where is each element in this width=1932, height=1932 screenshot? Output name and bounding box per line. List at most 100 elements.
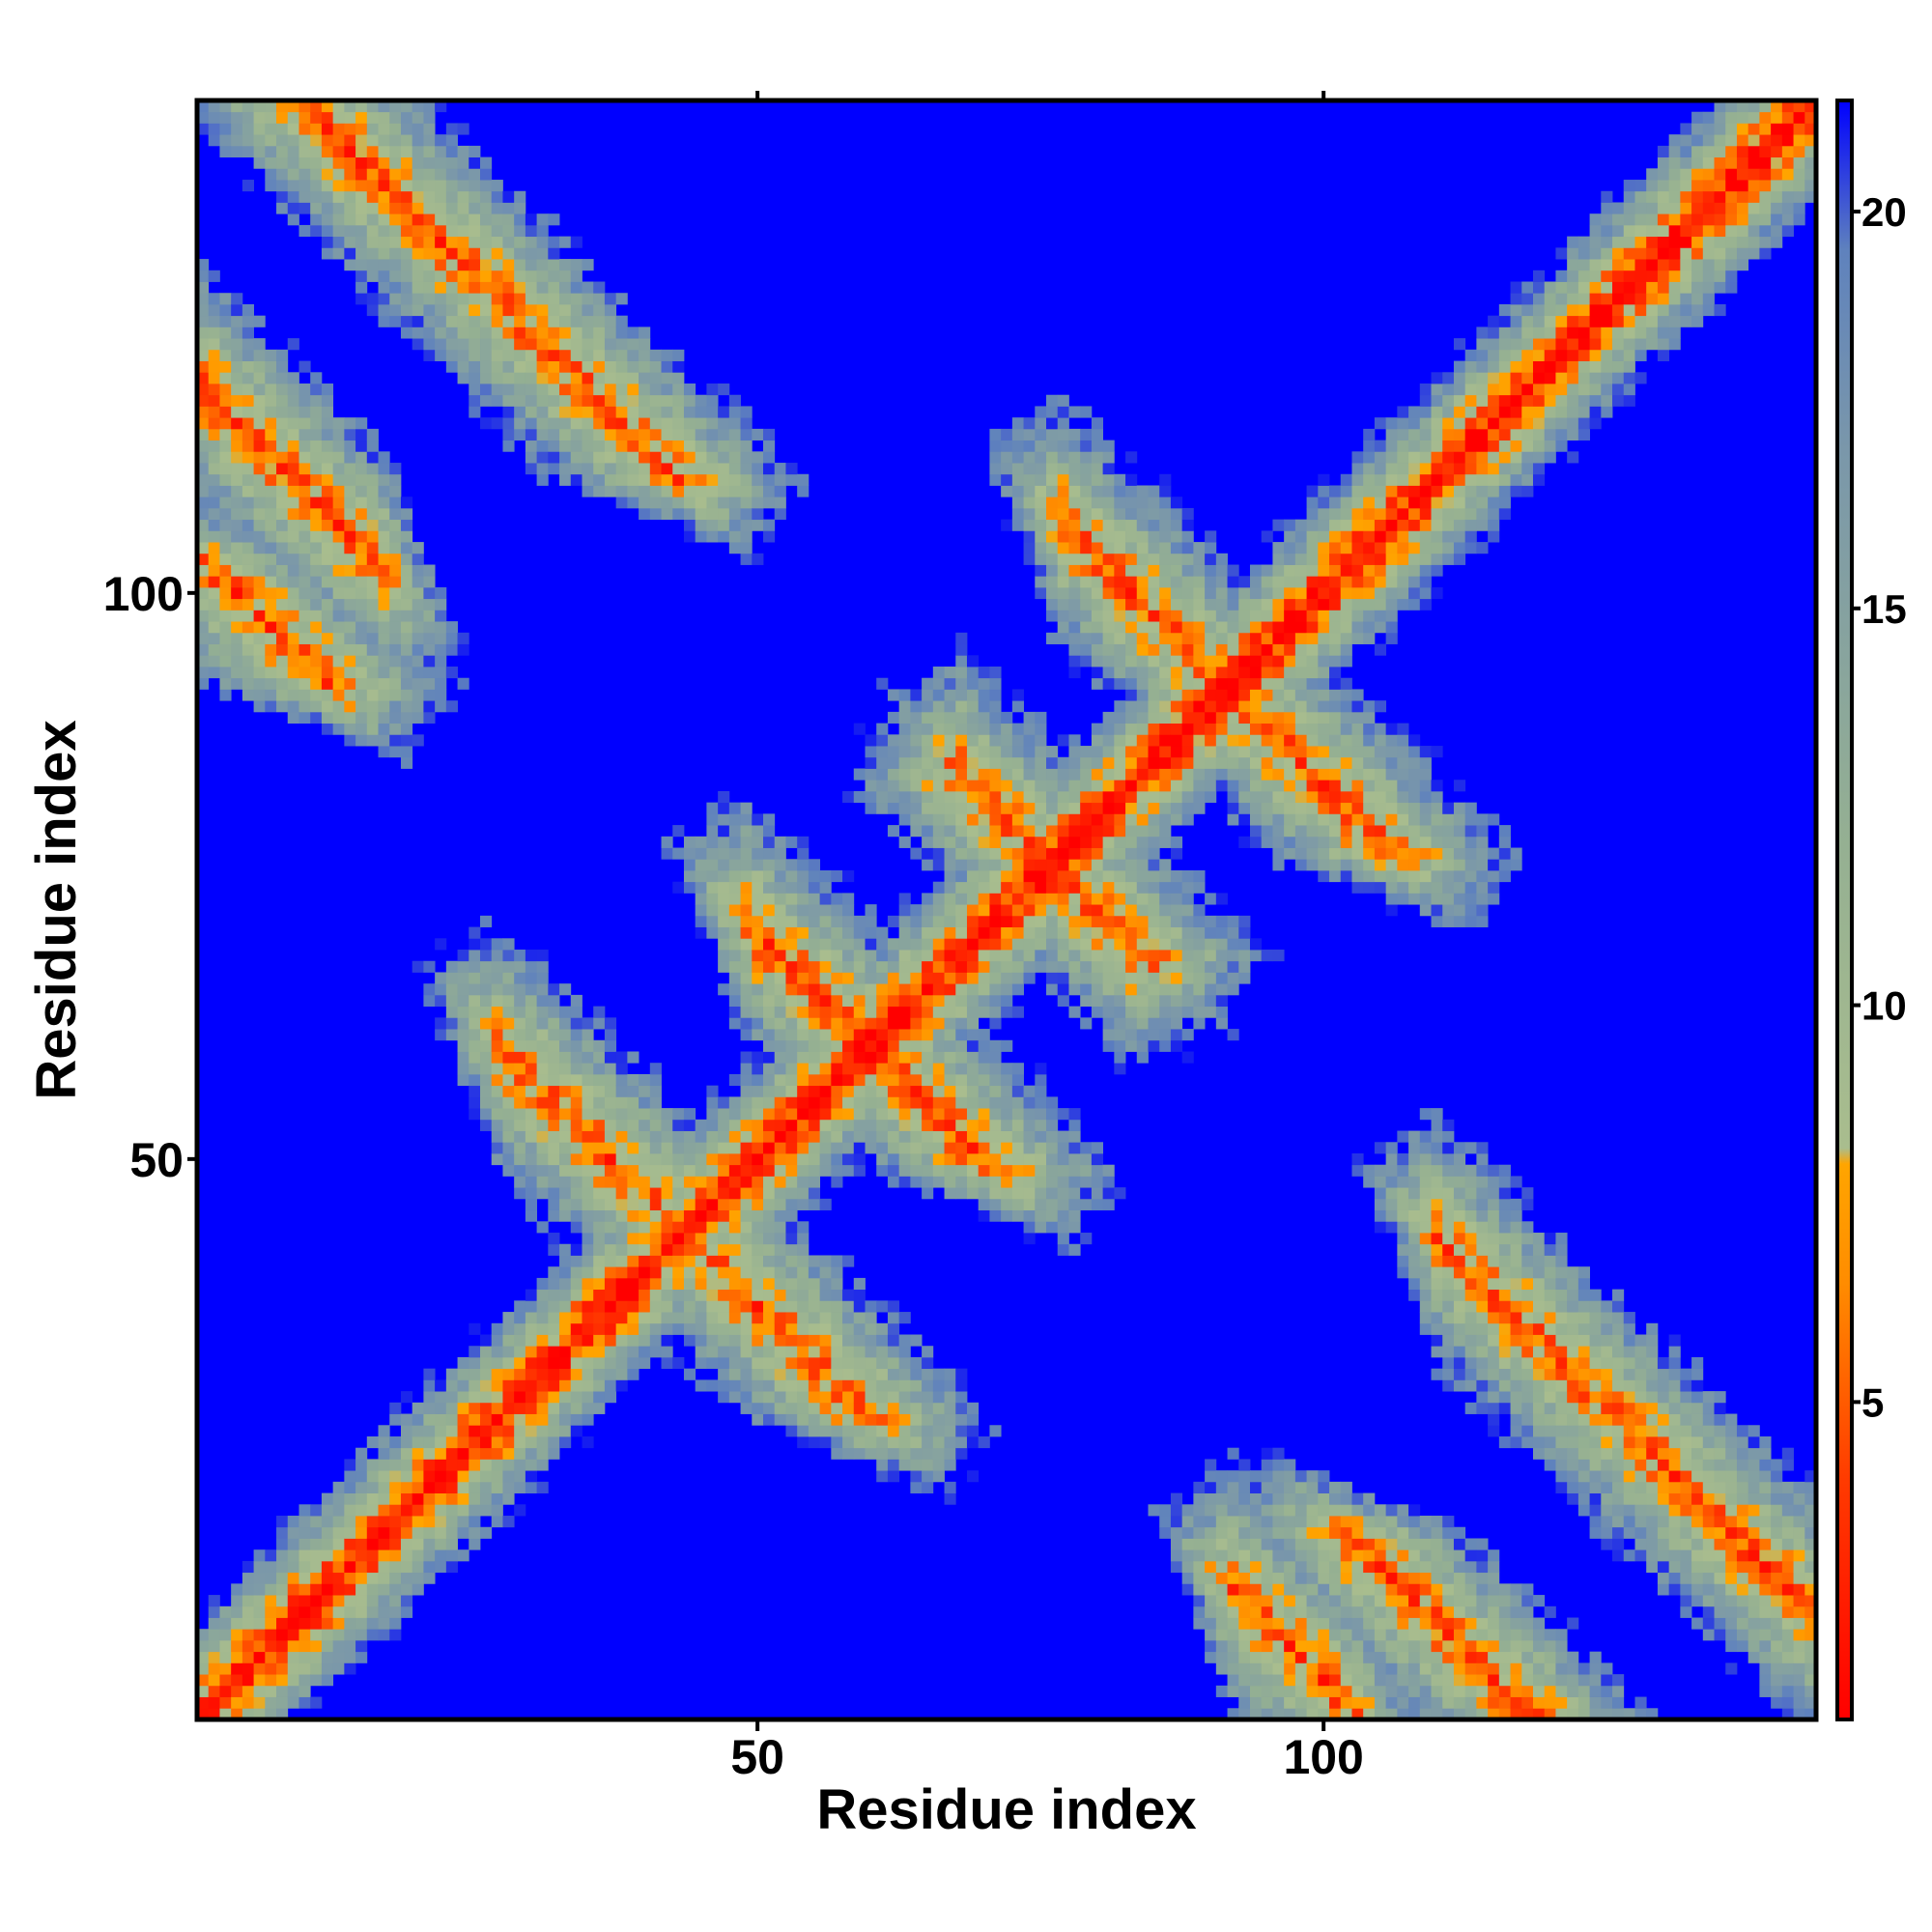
heatmap-cell bbox=[718, 813, 730, 826]
heatmap-cell bbox=[955, 1073, 968, 1087]
heatmap-cell bbox=[955, 1368, 968, 1380]
heatmap-cell bbox=[298, 643, 311, 656]
heatmap-cell bbox=[1114, 756, 1126, 769]
heatmap-cell bbox=[752, 553, 764, 565]
heatmap-cell bbox=[932, 700, 945, 713]
heatmap-cell bbox=[728, 1130, 741, 1143]
heatmap-cell bbox=[1125, 689, 1138, 701]
heatmap-cell bbox=[469, 224, 481, 238]
heatmap-cell bbox=[423, 643, 436, 656]
heatmap-cell bbox=[378, 100, 390, 113]
heatmap-cell bbox=[989, 677, 1002, 690]
heatmap-cell bbox=[627, 1073, 639, 1087]
heatmap-cell bbox=[208, 1662, 220, 1675]
heatmap-cell bbox=[932, 1006, 945, 1018]
heatmap-cell bbox=[1159, 576, 1172, 588]
heatmap-cell bbox=[1068, 780, 1081, 792]
heatmap-cell bbox=[887, 1300, 900, 1313]
heatmap-cell bbox=[797, 1017, 810, 1030]
heatmap-cell bbox=[1091, 813, 1104, 826]
heatmap-cell bbox=[1023, 711, 1036, 724]
heatmap-cell bbox=[548, 1334, 560, 1347]
heatmap-cell bbox=[1136, 586, 1149, 600]
heatmap-cell bbox=[718, 1130, 730, 1143]
heatmap-cell bbox=[955, 689, 968, 701]
heatmap-cell bbox=[1035, 1085, 1047, 1097]
heatmap-cell bbox=[1159, 915, 1172, 927]
heatmap-cell bbox=[1170, 983, 1183, 996]
heatmap-cell bbox=[1023, 440, 1036, 452]
heatmap-cell bbox=[1102, 836, 1115, 848]
heatmap-cell bbox=[265, 598, 277, 611]
heatmap-cell bbox=[321, 168, 334, 181]
heatmap-cell bbox=[1102, 1187, 1115, 1200]
heatmap-cell bbox=[955, 768, 968, 781]
heatmap-cell bbox=[1091, 451, 1104, 464]
heatmap-cell bbox=[1205, 1605, 1217, 1618]
heatmap-cell bbox=[728, 417, 741, 430]
heatmap-cell bbox=[378, 180, 390, 192]
heatmap-cell bbox=[966, 1142, 980, 1154]
heatmap-cell bbox=[944, 1006, 956, 1018]
heatmap-cell bbox=[1136, 643, 1149, 656]
heatmap-cell bbox=[242, 485, 254, 497]
heatmap-cell bbox=[785, 1063, 798, 1075]
heatmap-cell bbox=[615, 1119, 628, 1131]
heatmap-cell bbox=[536, 327, 549, 339]
heatmap-cell bbox=[197, 417, 210, 430]
heatmap-cell bbox=[695, 451, 707, 464]
heatmap-cell bbox=[695, 1289, 707, 1301]
heatmap-cell bbox=[502, 1029, 515, 1041]
heatmap-cell bbox=[491, 1006, 503, 1018]
heatmap-cell bbox=[1001, 428, 1013, 441]
heatmap-cell bbox=[491, 213, 503, 226]
heatmap-cell bbox=[1215, 667, 1228, 679]
heatmap-cell bbox=[378, 507, 390, 521]
heatmap-cell bbox=[785, 1312, 798, 1324]
heatmap-cell bbox=[1001, 1119, 1013, 1131]
heatmap-cell bbox=[944, 802, 956, 814]
heatmap-cell bbox=[627, 1108, 639, 1121]
heatmap-cell bbox=[989, 1209, 1002, 1222]
heatmap-cell bbox=[672, 428, 685, 441]
heatmap-cell bbox=[774, 893, 786, 905]
heatmap-cell bbox=[1136, 756, 1149, 769]
heatmap-cell bbox=[910, 1119, 923, 1131]
heatmap-cell bbox=[853, 983, 866, 996]
heatmap-cell bbox=[887, 1379, 900, 1392]
heatmap-cell bbox=[1035, 881, 1047, 894]
heatmap-cell bbox=[480, 360, 493, 373]
heatmap-cell bbox=[728, 813, 741, 826]
heatmap-cell bbox=[1102, 756, 1115, 769]
heatmap-cell bbox=[989, 960, 1002, 973]
heatmap-cell bbox=[332, 1538, 345, 1550]
heatmap-cell bbox=[219, 643, 232, 656]
heatmap-cell bbox=[469, 1368, 481, 1380]
heatmap-cell bbox=[412, 213, 424, 226]
heatmap-cell bbox=[423, 145, 436, 157]
heatmap-cell bbox=[389, 1538, 402, 1550]
heatmap-cell bbox=[752, 497, 764, 509]
heatmap-cell bbox=[366, 259, 379, 271]
heatmap-cell bbox=[548, 327, 560, 339]
heatmap-cell bbox=[842, 1119, 855, 1131]
heatmap-cell bbox=[898, 1459, 911, 1471]
heatmap-cell bbox=[559, 440, 572, 452]
heatmap-cell bbox=[1023, 972, 1036, 984]
heatmap-cell bbox=[525, 1198, 538, 1210]
heatmap-cell bbox=[853, 1051, 866, 1064]
heatmap-cell bbox=[445, 327, 458, 339]
heatmap-cell bbox=[978, 983, 990, 996]
heatmap-cell bbox=[672, 394, 685, 407]
heatmap-cell bbox=[197, 349, 210, 361]
heatmap-cell bbox=[287, 451, 299, 464]
heatmap-cell bbox=[797, 1187, 810, 1200]
heatmap-cell bbox=[763, 1198, 776, 1210]
heatmap-cell bbox=[752, 813, 764, 826]
heatmap-cell bbox=[344, 1595, 356, 1607]
heatmap-cell bbox=[887, 1356, 900, 1370]
heatmap-cell bbox=[491, 1379, 503, 1392]
heatmap-cell bbox=[639, 1312, 651, 1324]
heatmap-cell bbox=[332, 1617, 345, 1630]
heatmap-cell bbox=[355, 1639, 368, 1653]
